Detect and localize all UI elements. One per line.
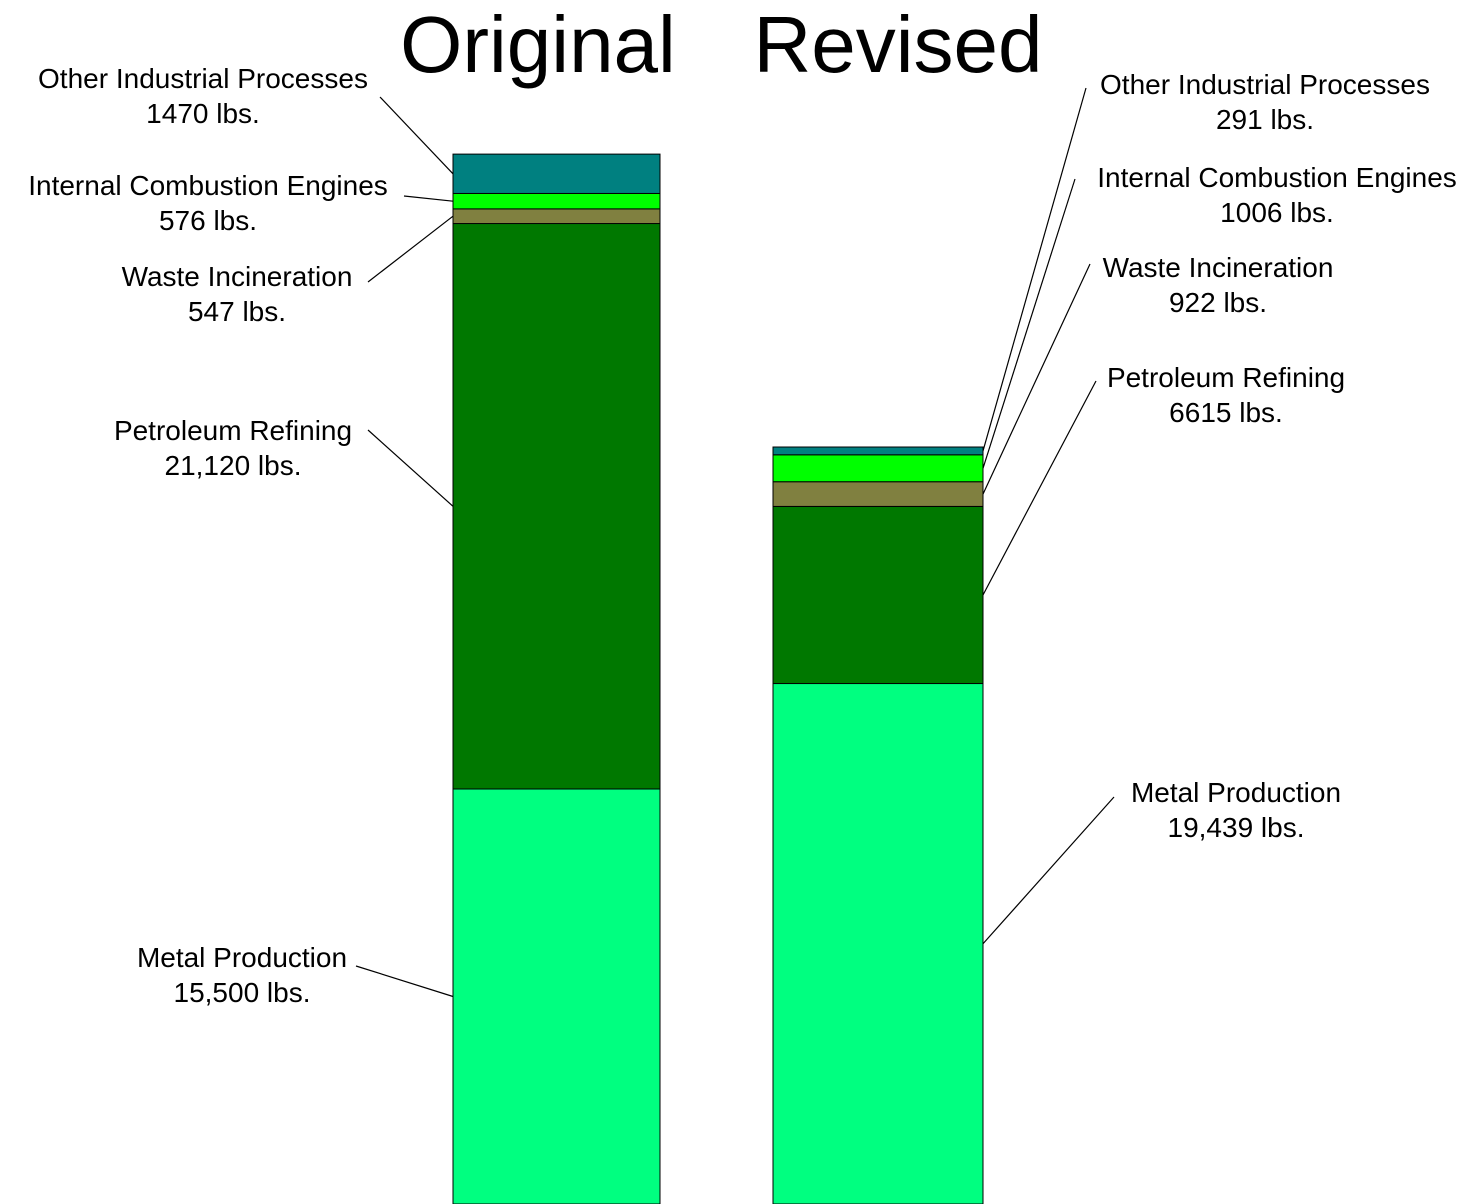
label-value-original-petroleum-refining: 21,120 lbs. [165,450,302,481]
leader-line-revised-internal-combustion-engines [982,178,1076,469]
label-name-original-internal-combustion-engines: Internal Combustion Engines [28,170,388,201]
label-name-revised-internal-combustion-engines: Internal Combustion Engines [1097,162,1457,193]
label-value-original-other-industrial-processes: 1470 lbs. [146,98,260,129]
bar-segments [452,153,984,1204]
label-leader-lines [355,87,1115,998]
bar-segment-original-metal-production [452,788,661,1204]
segment-labels: Metal Production 15,500 lbs. Petroleum Ref… [28,63,1457,1008]
leader-line-original-internal-combustion-engines [403,195,454,202]
bar-segment-original-waste-incineration [452,208,661,225]
label-value-original-waste-incineration: 547 lbs. [188,296,286,327]
bar-segment-original-other-industrial-processes [452,153,661,194]
bar-segment-revised-internal-combustion-engines [772,454,984,483]
column-title-revised: Revised [753,0,1042,89]
bar-segment-revised-other-industrial-processes [772,446,984,456]
leader-line-revised-petroleum-refining [982,380,1097,596]
bar-segment-revised-waste-incineration [772,481,984,507]
label-name-original-waste-incineration: Waste Incineration [122,261,353,292]
leader-line-original-petroleum-refining [367,429,454,507]
label-name-revised-metal-production: Metal Production [1131,777,1341,808]
label-name-revised-petroleum-refining: Petroleum Refining [1107,362,1345,393]
bar-segment-revised-petroleum-refining [772,505,984,685]
leader-line-original-metal-production [355,965,454,998]
leader-line-revised-other-industrial-processes [982,87,1087,452]
label-value-revised-petroleum-refining: 6615 lbs. [1169,397,1283,428]
label-name-original-other-industrial-processes: Other Industrial Processes [38,63,368,94]
label-value-original-metal-production: 15,500 lbs. [174,977,311,1008]
column-title-original: Original [400,0,676,89]
bar-segment-original-petroleum-refining [452,223,661,790]
leader-line-revised-waste-incineration [982,263,1091,495]
column-titles: Original Revised [400,0,1042,89]
label-value-revised-metal-production: 19,439 lbs. [1168,812,1305,843]
label-value-revised-other-industrial-processes: 291 lbs. [1216,104,1314,135]
leader-line-original-other-industrial-processes [379,96,454,175]
label-value-revised-waste-incineration: 922 lbs. [1169,287,1267,318]
leader-line-revised-metal-production [982,796,1115,945]
label-name-original-petroleum-refining: Petroleum Refining [114,415,352,446]
bar-segment-revised-metal-production [772,683,984,1204]
label-value-revised-internal-combustion-engines: 1006 lbs. [1220,197,1334,228]
leader-line-original-waste-incineration [367,215,454,283]
label-name-original-metal-production: Metal Production [137,942,347,973]
label-name-revised-other-industrial-processes: Other Industrial Processes [1100,69,1430,100]
label-value-original-internal-combustion-engines: 576 lbs. [159,205,257,236]
bar-segment-original-internal-combustion-engines [452,192,661,210]
label-name-revised-waste-incineration: Waste Incineration [1103,252,1334,283]
